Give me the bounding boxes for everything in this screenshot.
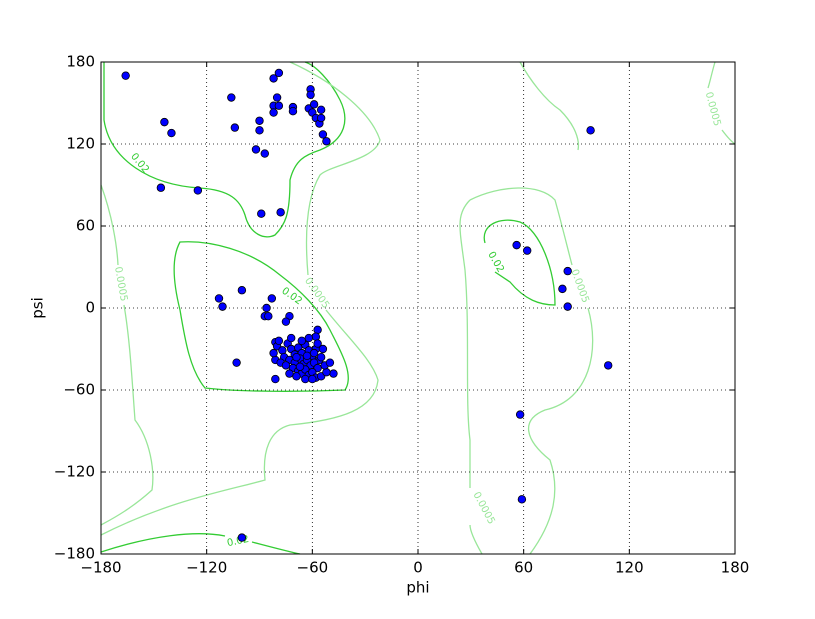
contour-line [103, 61, 346, 238]
point [285, 369, 294, 378]
y-tick-label: −120 [54, 463, 95, 481]
point [313, 339, 322, 348]
contour-line [483, 219, 556, 306]
y-tick-label: −60 [63, 381, 95, 399]
point [517, 495, 527, 504]
x-tick-label: 60 [514, 559, 533, 577]
point [274, 101, 284, 110]
point [313, 325, 322, 335]
point [308, 374, 317, 384]
point [274, 68, 284, 78]
y-tick-label: 60 [76, 217, 95, 235]
point [586, 126, 595, 135]
point [269, 74, 278, 83]
point [316, 105, 326, 115]
contour-line [100, 61, 381, 536]
point [278, 346, 287, 355]
point [301, 374, 310, 384]
y-tick-label: 0 [85, 299, 95, 317]
point [322, 368, 331, 377]
contour-line [519, 61, 580, 151]
point [260, 149, 269, 158]
point [295, 362, 305, 371]
point [264, 312, 273, 321]
point [193, 186, 203, 195]
contour-line [173, 241, 349, 392]
x-tick-label: −120 [186, 559, 227, 577]
point [325, 358, 335, 367]
point [311, 332, 321, 341]
y-axis-label: psi [29, 297, 47, 319]
point [237, 533, 247, 542]
point [563, 302, 572, 311]
point [269, 348, 278, 358]
contour-line [469, 187, 594, 555]
point [272, 93, 282, 102]
point [309, 348, 319, 358]
point [255, 116, 264, 125]
x-tick-label: 180 [721, 559, 750, 577]
point [322, 137, 331, 146]
point [558, 284, 567, 294]
contour-line [459, 199, 483, 555]
point [274, 336, 284, 345]
contours: 0.02 0.02 0.02 0.02 0.0005 0.0005 0.0005… [100, 61, 736, 555]
y-tick-label: 180 [66, 53, 95, 71]
point [306, 90, 315, 99]
point [160, 117, 169, 127]
point [218, 302, 227, 311]
x-tick-label: 0 [413, 559, 423, 577]
point [267, 294, 277, 303]
point [281, 361, 291, 370]
x-tick-label: −60 [297, 559, 329, 577]
contour-line [100, 533, 301, 555]
point [512, 240, 521, 250]
point [230, 123, 240, 132]
point [255, 126, 264, 135]
y-tick-label: 120 [66, 135, 95, 153]
point [522, 246, 532, 255]
point [262, 303, 271, 313]
point [292, 353, 301, 362]
x-tick-label: −180 [80, 559, 121, 577]
point [269, 108, 278, 117]
point [276, 208, 285, 217]
point [309, 100, 319, 109]
y-tick-label: −180 [54, 545, 95, 563]
contour-line [100, 184, 154, 526]
point [257, 209, 266, 218]
point [214, 294, 224, 303]
x-axis-label: phi [406, 579, 429, 597]
point [232, 358, 241, 367]
point [237, 286, 247, 295]
point [316, 353, 326, 362]
point [251, 145, 261, 154]
point [167, 128, 176, 138]
plot-frame [100, 61, 736, 555]
x-tick-label: 120 [615, 559, 644, 577]
point [318, 344, 328, 354]
point [304, 333, 314, 343]
point [227, 93, 236, 102]
point [281, 317, 291, 326]
point [297, 336, 306, 345]
point [604, 361, 613, 370]
point [121, 71, 130, 80]
contour-line [707, 61, 736, 145]
point [288, 106, 298, 116]
point [515, 410, 525, 419]
point [271, 374, 280, 384]
point [302, 351, 312, 361]
point [316, 113, 326, 123]
point [292, 372, 301, 381]
point [318, 130, 328, 139]
point [329, 369, 338, 378]
point [563, 266, 572, 276]
point [287, 333, 296, 343]
point [156, 183, 166, 192]
